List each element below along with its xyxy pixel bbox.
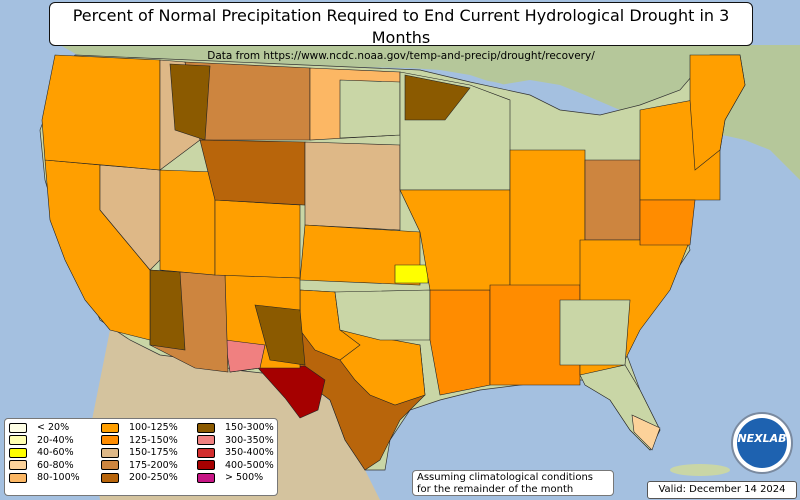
- legend-label: 150-300%: [225, 422, 274, 433]
- legend-swatch: [197, 422, 215, 433]
- legend-label: 125-150%: [129, 434, 178, 446]
- arkansas-louisiana: [429, 289, 491, 396]
- kansas: [299, 224, 421, 286]
- kansas-yellow: [394, 264, 429, 284]
- west-texas-red: [257, 365, 326, 419]
- wyoming: [199, 139, 306, 206]
- colorado: [214, 199, 301, 279]
- minnesota-north: [404, 74, 471, 121]
- montana-west: [169, 63, 211, 141]
- arizona-west: [149, 269, 186, 351]
- legend-label: 300-350%: [225, 434, 274, 446]
- legend-label: 60-80%: [37, 459, 74, 471]
- ohio: [584, 159, 641, 241]
- legend-swatch: [101, 472, 119, 483]
- legend-label: 200-250%: [129, 472, 178, 483]
- legend-swatch: [197, 460, 215, 470]
- legend-item: 150-175%: [101, 447, 178, 459]
- oklahoma: [334, 289, 431, 341]
- legend-item: 300-350%: [197, 435, 274, 447]
- cuba-island: [670, 464, 730, 476]
- title-box: Percent of Normal Precipitation Required…: [49, 2, 753, 62]
- legend-swatch: [197, 435, 215, 445]
- east-texas: [339, 329, 426, 406]
- legend-swatch: [9, 472, 27, 483]
- legend-swatch: [101, 435, 119, 445]
- legend-label: 175-200%: [129, 459, 178, 471]
- valid-date: Valid: December 14 2024: [647, 481, 797, 499]
- legend-column-2: 100-125% 125-150% 150-175% 175-200% 200-…: [101, 422, 178, 485]
- legend-label: 150-175%: [129, 447, 178, 458]
- legend-column-1: < 20% 20-40% 40-60% 60-80% 80-100%: [9, 422, 80, 485]
- legend-swatch: [9, 422, 27, 433]
- legend-label: < 20%: [37, 422, 70, 433]
- legend-swatch: [101, 460, 119, 470]
- legend-label: 100-125%: [129, 422, 178, 433]
- legend-item: 175-200%: [101, 460, 178, 472]
- virginia: [639, 199, 696, 246]
- globe-icon: [737, 418, 787, 468]
- map-title: Percent of Normal Precipitation Required…: [72, 6, 730, 47]
- southeast-inland: [559, 299, 631, 366]
- legend-swatch: [9, 435, 27, 445]
- legend-item: 150-300%: [197, 422, 274, 434]
- legend-label: 20-40%: [37, 434, 74, 446]
- nexlab-logo: NEXLAB: [731, 412, 793, 474]
- florida-south: [631, 414, 661, 451]
- legend-label: 40-60%: [37, 447, 74, 458]
- legend-swatch: [9, 460, 27, 470]
- oregon-washington: [41, 54, 161, 171]
- legend-item: 125-150%: [101, 435, 178, 447]
- legend-item: 40-60%: [9, 447, 80, 459]
- legend: < 20% 20-40% 40-60% 60-80% 80-100% 100-1…: [4, 418, 278, 496]
- iowa-missouri: [399, 189, 511, 291]
- note-line-1: Assuming climatological conditions: [417, 472, 593, 483]
- utah: [159, 169, 216, 276]
- assumption-note: Assuming climatological conditions for t…: [412, 470, 614, 496]
- legend-swatch: [101, 422, 119, 433]
- logo-text: NEXLAB: [737, 432, 787, 445]
- north-plains: [339, 79, 401, 139]
- legend-label: 350-400%: [225, 447, 274, 458]
- legend-item: 20-40%: [9, 435, 80, 447]
- illinois-indiana: [509, 149, 586, 291]
- new-mexico-east: [254, 304, 306, 366]
- legend-item: 200-250%: [101, 472, 178, 484]
- legend-swatch: [101, 447, 119, 458]
- note-line-2: for the remainder of the month: [417, 484, 574, 495]
- legend-label: > 500%: [225, 472, 264, 483]
- mississippi-alabama: [489, 284, 581, 386]
- legend-item: > 500%: [197, 472, 274, 484]
- legend-label: 80-100%: [37, 472, 80, 483]
- legend-item: 100-125%: [101, 422, 178, 434]
- legend-item: 60-80%: [9, 460, 80, 472]
- legend-swatch: [197, 447, 215, 458]
- new-mexico-south: [224, 339, 266, 373]
- canada-land: [60, 45, 800, 180]
- legend-label: 400-500%: [225, 459, 274, 471]
- legend-item: 80-100%: [9, 472, 80, 484]
- new-england: [689, 54, 746, 171]
- legend-swatch: [197, 472, 215, 483]
- legend-swatch: [9, 447, 27, 458]
- legend-item: 350-400%: [197, 447, 274, 459]
- legend-column-3: 150-300% 300-350% 350-400% 400-500% > 50…: [197, 422, 274, 485]
- legend-item: 400-500%: [197, 460, 274, 472]
- legend-item: < 20%: [9, 422, 80, 434]
- map-subtitle: Data from https://www.ncdc.noaa.gov/temp…: [207, 50, 595, 62]
- nebraska: [304, 141, 401, 231]
